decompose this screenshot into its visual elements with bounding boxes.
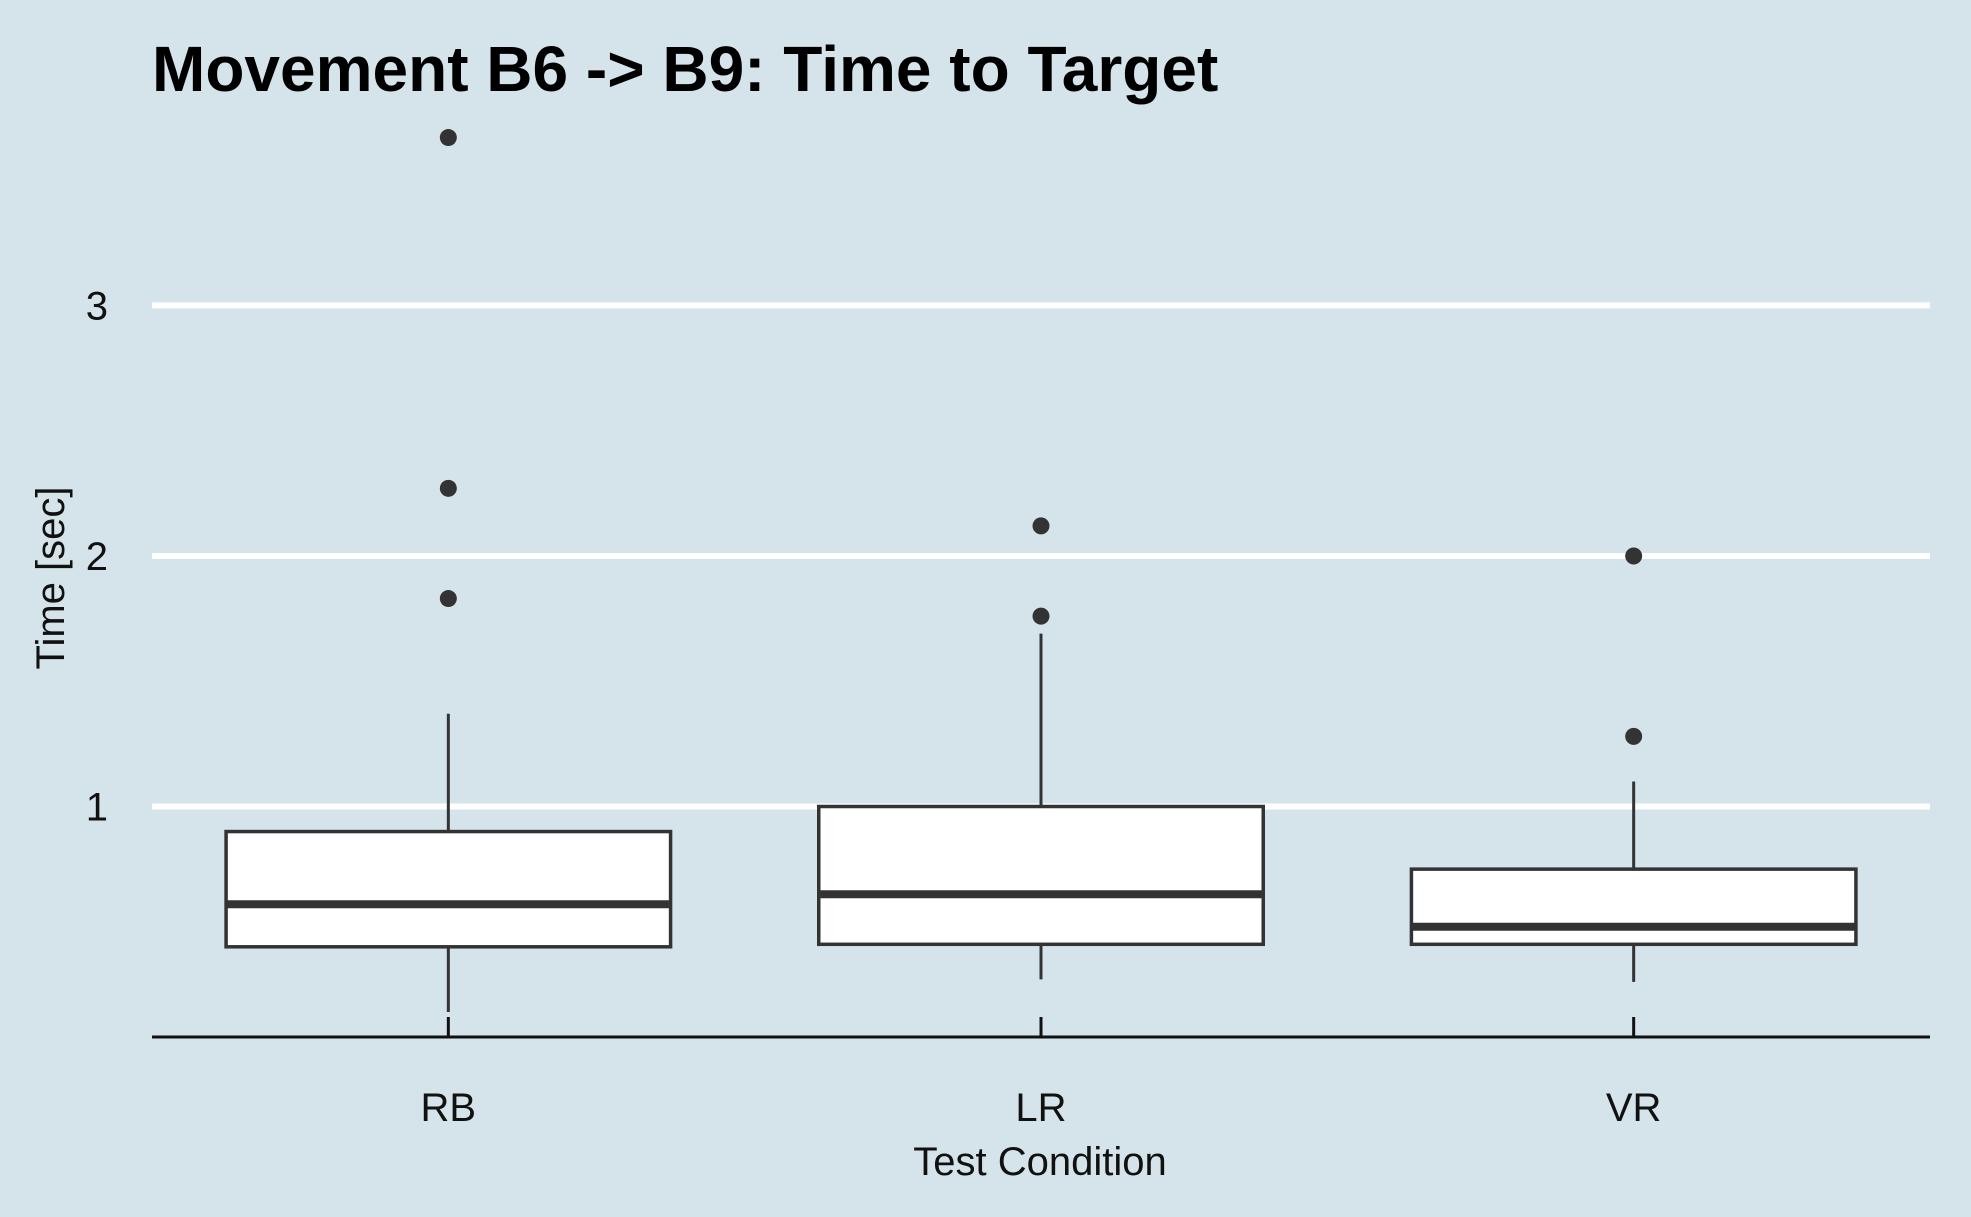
iqr-box (1409, 867, 1858, 947)
box-group (1409, 547, 1858, 982)
y-tick-label: 1 (86, 786, 108, 830)
iqr-box (817, 804, 1265, 947)
box-group (224, 129, 673, 1012)
x-axis-title: Test Condition (913, 1140, 1166, 1184)
outlier-point (1032, 517, 1050, 535)
outlier-point (439, 479, 457, 497)
outlier-point (1032, 607, 1050, 625)
y-axis-title: Time [sec] (29, 487, 73, 670)
x-tick-label: LR (1015, 1086, 1066, 1130)
axis-layer: 1 2 3 RB LR VR (86, 284, 1930, 1130)
outlier-point (439, 129, 457, 147)
iqr-box (224, 829, 673, 949)
box-group (817, 517, 1265, 980)
y-tick-label: 2 (86, 535, 108, 579)
x-tick-label: VR (1606, 1086, 1662, 1130)
box-layer (224, 129, 1858, 1012)
outlier-point (439, 590, 457, 608)
chart-title: Movement B6 -> B9: Time to Target (152, 33, 1218, 105)
x-tick-label: RB (421, 1086, 477, 1130)
outlier-point (1625, 727, 1643, 745)
outlier-point (1625, 547, 1643, 565)
y-tick-label: 3 (86, 284, 108, 328)
